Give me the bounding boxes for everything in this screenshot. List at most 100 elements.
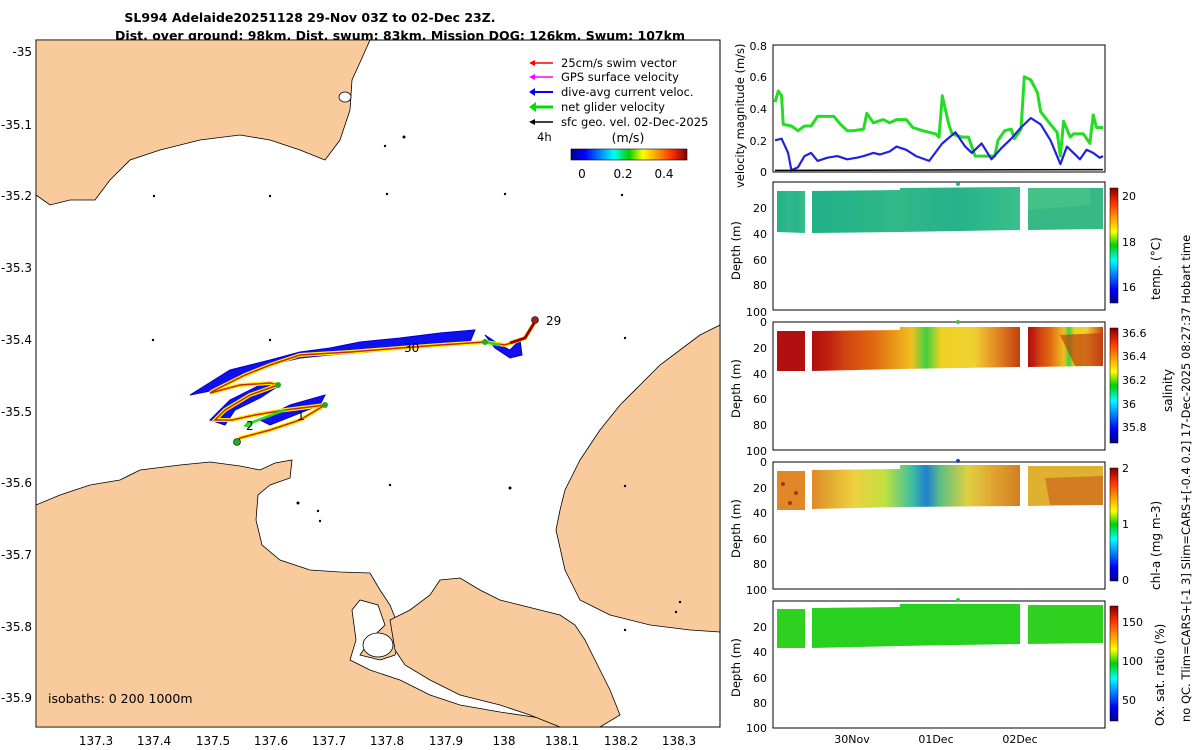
map-legend: 25cm/s swim vector GPS surface velocity … [529,56,708,181]
depth-tick: 60 [753,533,767,546]
ox-colorbar [1109,605,1119,722]
chl-depth-axis: 0 20 40 60 80 100 [746,456,767,597]
depth-tick: 0 [760,456,767,469]
lat-tick: -35.6 [1,476,32,490]
depth-tick: 80 [753,419,767,432]
sal-ylabel: Depth (m) [729,359,743,418]
temp-ylabel: Depth (m) [729,221,743,280]
lat-tick: -35.1 [1,118,32,132]
depth-tick: 40 [753,368,767,381]
depth-tick: 20 [753,202,767,215]
depth-tick: 100 [746,584,767,597]
depth-tick: 60 [753,393,767,406]
map-colorbar [570,148,688,161]
figure-title: SL994 Adelaide20251128 29-Nov 03Z to 02-… [124,10,496,25]
depth-tick: 80 [753,558,767,571]
depth-tick: 100 [746,306,767,319]
cbar-tick: 36 [1122,398,1136,411]
lat-tick: -35.9 [1,691,32,705]
legend-current: dive-avg current veloc. [561,85,694,99]
depth-tick: 60 [753,672,767,685]
legend-gps: GPS surface velocity [561,70,679,84]
lat-tick: -35 [12,45,32,59]
lon-tick: 138.3 [662,734,696,748]
salinity-panel [772,320,1106,451]
day-label-2: 2 [246,419,254,433]
depth-tick: 60 [753,254,767,267]
vel-ylabel: velocity magnitude (m/s) [733,43,747,188]
legend-swim: 25cm/s swim vector [561,56,677,70]
cbar-tick: 50 [1122,694,1136,707]
vel-ytick: 0.6 [750,71,768,84]
legend-sfc: sfc geo. vel. 02-Dec-2025 [561,115,708,129]
day-label-1: 1 [297,409,305,423]
ox-cbar-label: Ox. sat. ratio (%) [1153,624,1167,726]
depth-tick: 80 [753,697,767,710]
velocity-series-line [774,168,1104,172]
depth-tick: 20 [753,482,767,495]
temp-colorbar [1109,187,1119,304]
vel-ytick: 0 [760,166,767,179]
side-note: no QC. Tlim=CARS+[-1 3] Slim=CARS+[-0.4 … [1179,235,1193,722]
temp-cbar-label: temp. (°C) [1149,237,1163,300]
depth-tick: 20 [753,342,767,355]
lon-tick: 137.7 [312,734,346,748]
temp-depth-axis: 20 40 60 80 100 [746,202,767,319]
lon-tick: 137.4 [137,734,171,748]
cbar-tick: 36.2 [1122,374,1147,387]
lon-tick: 137.6 [254,734,288,748]
lat-tick: -35.4 [1,333,32,347]
lat-tick: -35.3 [1,261,32,275]
map-panel: 29 30 1 2 -35 -35.1 -35.2 -35.3 -35.4 -3… [1,39,721,748]
cbar-tick: 100 [1122,655,1143,668]
lat-tick: -35.8 [1,620,32,634]
cbar-tick: 35.8 [1122,421,1147,434]
land-bottom [36,459,561,727]
temperature-panel [772,181,1106,311]
cbar-tick: 1 [1122,518,1129,531]
lon-axis: 137.3 137.4 137.5 137.6 137.7 137.8 137.… [79,734,696,748]
depth-tick: 100 [746,445,767,458]
cbar-tick: 36.4 [1122,350,1147,363]
colorbar-unit: (m/s) [612,130,645,145]
time-tick: 02Dec [1002,733,1037,746]
depth-tick: 40 [753,646,767,659]
sal-colorbar [1109,327,1119,444]
legend-4h: 4h [537,130,552,144]
isobaths-label: isobaths: 0 200 1000m [48,691,193,706]
lon-tick: 138.2 [604,734,638,748]
colorbar-tick: 0 [578,167,586,181]
colorbar-tick: 0.2 [613,167,632,181]
cbar-tick: 150 [1122,616,1143,629]
vel-ytick: 0.8 [750,40,768,53]
cbar-tick: 0 [1122,574,1129,587]
velocity-series-line [774,116,1104,172]
depth-tick: 20 [753,621,767,634]
cbar-tick: 16 [1122,281,1136,294]
depth-tick: 80 [753,279,767,292]
land-right [555,324,720,633]
glider-track: 29 30 1 2 [189,314,561,446]
chl-colorbar [1109,467,1119,582]
lat-axis: -35 -35.1 -35.2 -35.3 -35.4 -35.5 -35.6 … [1,45,32,705]
lon-tick: 137.3 [79,734,113,748]
land-bottom-east [389,577,621,727]
ox-ylabel: Depth (m) [729,638,743,697]
lon-tick: 138 [493,734,516,748]
day-label-29: 29 [546,314,561,328]
ox-depth-axis: 20 40 60 80 100 [746,621,767,735]
velocity-chart: 0 0.2 0.4 0.6 0.8 velocity magnitude (m/… [733,40,1106,188]
colorbar-tick: 0.4 [654,167,673,181]
depth-tick: 100 [746,722,767,735]
sal-cbar-label: salinity [1161,369,1175,412]
time-tick: 30Nov [834,733,870,746]
lat-tick: -35.5 [1,405,32,419]
lon-tick: 137.5 [196,734,230,748]
lon-tick: 137.9 [429,734,463,748]
vel-ytick: 0.4 [750,103,768,116]
vel-ytick: 0.2 [750,135,768,148]
cbar-tick: 36.6 [1122,327,1147,340]
cbar-tick: 20 [1122,190,1136,203]
section-colorbars: 20 18 16 temp. (°C) 36.6 36.4 36.2 36 35… [1109,187,1175,726]
